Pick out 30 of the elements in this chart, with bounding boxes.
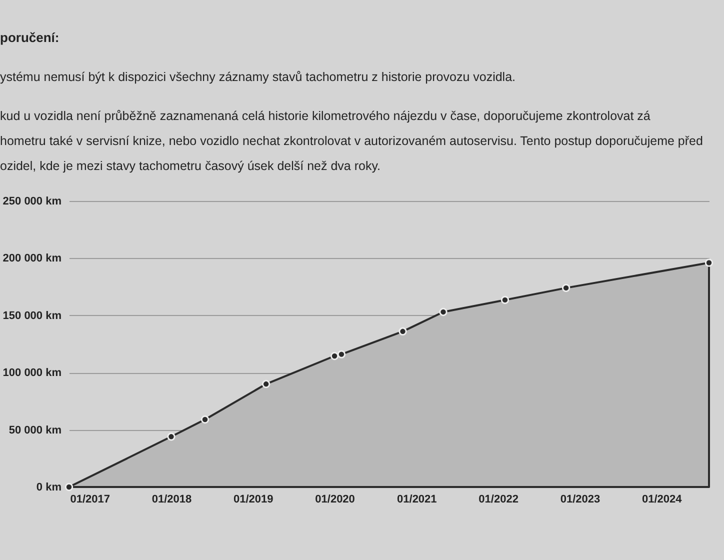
point	[500, 296, 510, 304]
x-tick-label: 01/2023	[560, 494, 600, 506]
y-tick-label: 250 000 km	[2, 196, 62, 208]
point	[398, 327, 407, 336]
text: ystému nemusí být k dispozici všechny záznamy stavů tachometru z historie provozu vozidla.	[0, 69, 516, 86]
x-tick-label: 01/2021	[397, 494, 437, 506]
point	[337, 350, 346, 358]
point	[167, 432, 176, 441]
point	[262, 380, 270, 388]
y-tick-label: 100 000 km	[2, 367, 62, 380]
x-tick-label: 01/2022	[478, 494, 518, 506]
x-tick-label: 01/2020	[315, 494, 355, 506]
point	[439, 308, 448, 316]
point	[562, 284, 570, 292]
x-tick-label: 01/2024	[642, 494, 683, 506]
text: kud u vozidla není průběžně zaznamenaná celá historie kilometrového nájezdu v čase, doporučujeme zkontrolovat zá	[0, 108, 652, 125]
text: hometru také v servisní knize, nebo vozidlo nechat zkontrolovat v autorizovaném autoservisu. Tento postup doporučujeme před	[0, 133, 704, 150]
point	[330, 352, 339, 360]
y-tick-label: 0 km	[36, 482, 62, 494]
y-tick-label: 200 000 km	[2, 252, 62, 265]
x-tick-label: 01/2019	[233, 494, 274, 506]
y-tick-label: 150 000 km	[2, 310, 62, 322]
text: ozidel, kde je mezi stavy tachometru časový úsek delší než dva roky.	[0, 158, 382, 175]
point	[200, 415, 210, 424]
point	[704, 258, 714, 267]
chart-title: poručení:	[0, 30, 60, 45]
y-tick-label: 50 000 km	[8, 424, 62, 436]
x-tick-label: 01/2018	[152, 494, 192, 506]
point	[64, 482, 74, 492]
x-tick-label: 01/2017	[70, 494, 110, 506]
